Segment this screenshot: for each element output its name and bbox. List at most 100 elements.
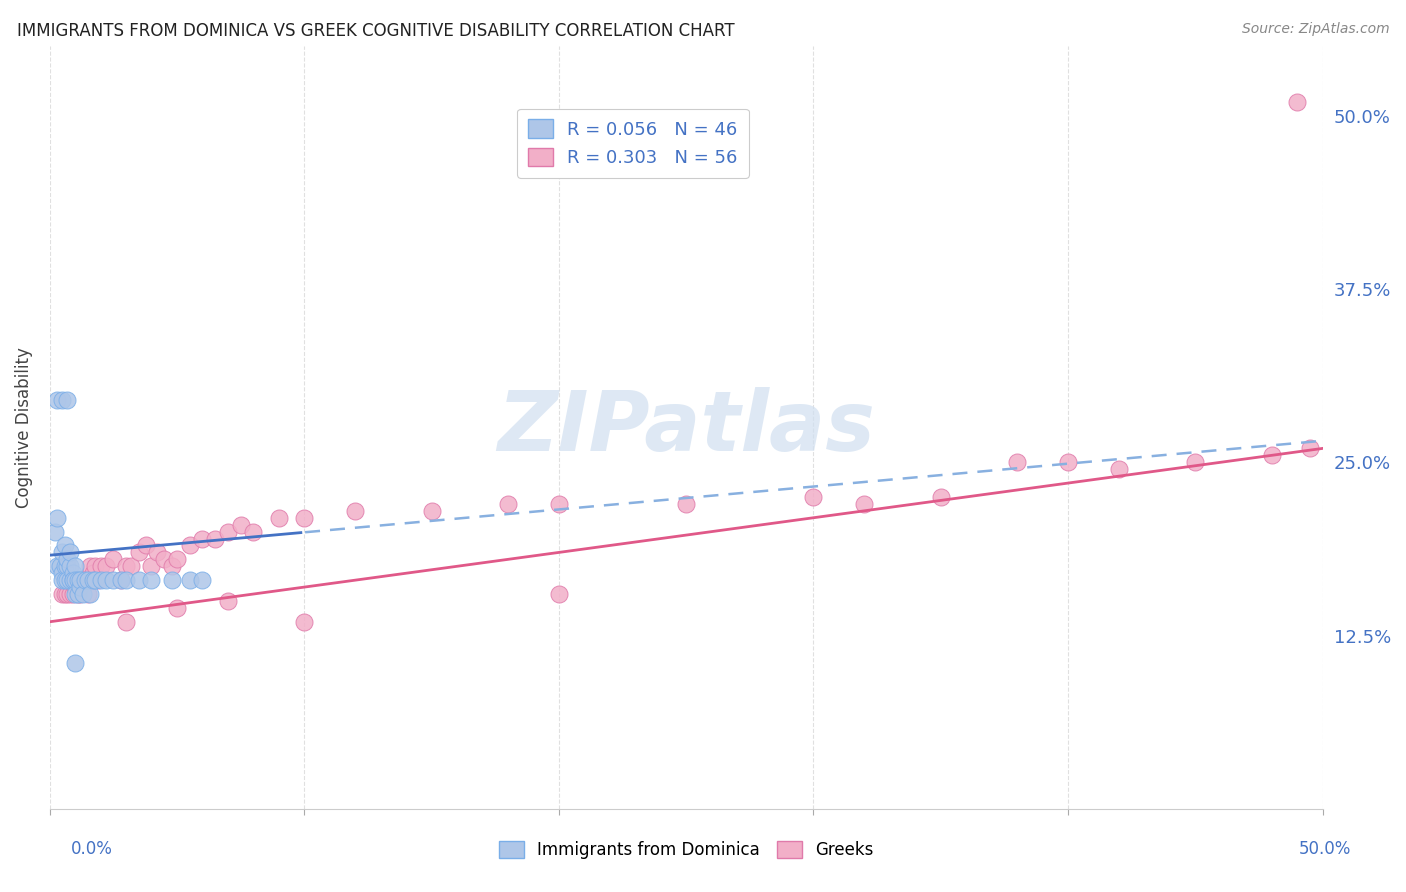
Point	[75, 573, 97, 587]
Point	[72, 580, 94, 594]
Point	[217, 594, 239, 608]
Point	[66, 587, 89, 601]
Point	[1005, 455, 1028, 469]
Point	[115, 615, 138, 629]
Legend: R = 0.056   N = 46, R = 0.303   N = 56: R = 0.056 N = 46, R = 0.303 N = 56	[517, 109, 748, 178]
Point	[46, 392, 69, 407]
Point	[115, 559, 138, 574]
Point	[69, 587, 91, 601]
Point	[242, 524, 264, 539]
Point	[1057, 455, 1080, 469]
Point	[53, 559, 76, 574]
Point	[1184, 455, 1206, 469]
Text: IMMIGRANTS FROM DOMINICA VS GREEK COGNITIVE DISABILITY CORRELATION CHART: IMMIGRANTS FROM DOMINICA VS GREEK COGNIT…	[17, 22, 734, 40]
Point	[75, 573, 97, 587]
Point	[51, 566, 73, 581]
Text: ZIPatlas: ZIPatlas	[498, 387, 875, 468]
Point	[128, 545, 150, 559]
Point	[141, 573, 163, 587]
Text: 50.0%: 50.0%	[1298, 840, 1351, 858]
Point	[69, 573, 91, 587]
Point	[56, 552, 79, 566]
Point	[103, 573, 125, 587]
Point	[46, 559, 69, 574]
Point	[56, 587, 79, 601]
Point	[76, 573, 98, 587]
Point	[166, 552, 188, 566]
Point	[53, 587, 76, 601]
Point	[853, 497, 876, 511]
Point	[145, 545, 167, 559]
Point	[49, 559, 72, 574]
Point	[53, 573, 76, 587]
Point	[94, 559, 117, 574]
Point	[120, 559, 142, 574]
Point	[267, 510, 290, 524]
Point	[217, 524, 239, 539]
Point	[344, 504, 367, 518]
Point	[79, 559, 101, 574]
Point	[179, 573, 201, 587]
Y-axis label: Cognitive Disability: Cognitive Disability	[15, 347, 32, 508]
Point	[59, 559, 82, 574]
Point	[292, 615, 315, 629]
Point	[929, 490, 952, 504]
Point	[547, 587, 569, 601]
Point	[62, 566, 84, 581]
Point	[66, 573, 89, 587]
Point	[56, 573, 79, 587]
Point	[110, 573, 132, 587]
Point	[79, 587, 101, 601]
Point	[1286, 95, 1309, 109]
Point	[94, 573, 117, 587]
Point	[547, 497, 569, 511]
Point	[63, 587, 86, 601]
Point	[160, 573, 183, 587]
Point	[51, 587, 73, 601]
Point	[62, 573, 84, 587]
Point	[103, 552, 125, 566]
Point	[84, 573, 107, 587]
Point	[204, 532, 226, 546]
Point	[496, 497, 519, 511]
Point	[1299, 442, 1322, 456]
Point	[1260, 448, 1282, 462]
Point	[63, 657, 86, 671]
Text: 0.0%: 0.0%	[70, 840, 112, 858]
Point	[72, 587, 94, 601]
Point	[292, 510, 315, 524]
Point	[128, 573, 150, 587]
Point	[166, 601, 188, 615]
Point	[51, 392, 73, 407]
Point	[160, 559, 183, 574]
Point	[44, 524, 66, 539]
Text: Source: ZipAtlas.com: Source: ZipAtlas.com	[1241, 22, 1389, 37]
Point	[51, 573, 73, 587]
Point	[51, 545, 73, 559]
Point	[59, 545, 82, 559]
Point	[82, 573, 104, 587]
Point	[87, 573, 110, 587]
Point	[56, 559, 79, 574]
Point	[675, 497, 697, 511]
Point	[110, 573, 132, 587]
Point	[46, 510, 69, 524]
Point	[63, 559, 86, 574]
Point	[59, 573, 82, 587]
Point	[153, 552, 176, 566]
Point	[76, 587, 98, 601]
Point	[56, 392, 79, 407]
Point	[62, 573, 84, 587]
Point	[84, 559, 107, 574]
Point	[82, 566, 104, 581]
Point	[229, 517, 252, 532]
Point	[63, 573, 86, 587]
Point	[90, 559, 112, 574]
Point	[191, 573, 214, 587]
Point	[62, 587, 84, 601]
Point	[191, 532, 214, 546]
Point	[115, 573, 138, 587]
Point	[420, 504, 443, 518]
Point	[135, 539, 157, 553]
Point	[803, 490, 825, 504]
